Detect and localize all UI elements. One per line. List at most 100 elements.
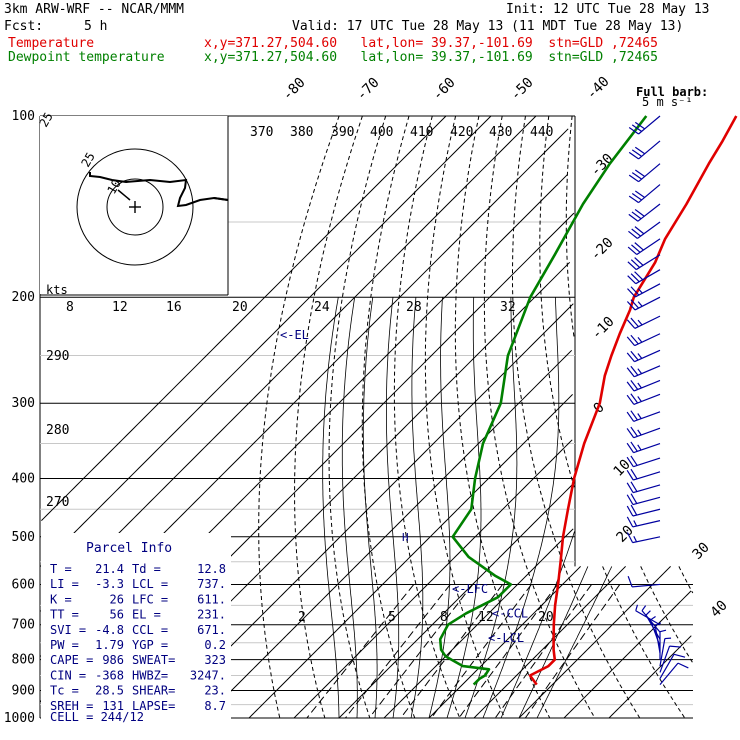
parcel-param-value: -4.8 bbox=[95, 623, 124, 637]
moist-adiabat bbox=[410, 297, 424, 719]
dry-adiabat bbox=[361, 115, 416, 719]
dry-adiabat bbox=[678, 566, 694, 594]
sounding-curves bbox=[438, 115, 738, 686]
wind-barb bbox=[626, 468, 661, 481]
theta-label-270: 270 bbox=[46, 495, 69, 510]
parcel-param-label: LI = bbox=[50, 577, 79, 591]
parcel-param-value: 28.5 bbox=[95, 684, 124, 698]
parcel-param-label: YGP = bbox=[132, 638, 168, 652]
hodograph-background bbox=[40, 116, 228, 294]
theta-e-label-390: 390 bbox=[331, 125, 354, 140]
parcel-param-value: 3247. bbox=[190, 668, 226, 682]
mixing-ratio-label-8: 8 bbox=[440, 610, 448, 625]
moist-adiabat bbox=[482, 297, 560, 719]
full-barb-label: Full barb: bbox=[636, 85, 708, 99]
wind-barb bbox=[659, 629, 667, 660]
isotherm bbox=[41, 115, 447, 521]
parcel-param-value: 0.2 bbox=[204, 638, 226, 652]
wind-barb bbox=[659, 662, 689, 685]
wind-barb bbox=[626, 379, 661, 392]
parcel-param-label: CIN = bbox=[50, 668, 86, 682]
parcel-param-value: 21.4 bbox=[95, 562, 124, 576]
parcel-info-panel: Parcel Info T = 21.4 Td = 12.8 LI = -3.3 LCL = 7… bbox=[41, 533, 231, 724]
wind-barb bbox=[626, 349, 661, 363]
parcel-param-label: HWBZ= bbox=[132, 668, 168, 682]
theta-e-label-420: 420 bbox=[450, 125, 473, 140]
dry-adiabat bbox=[328, 115, 387, 719]
wind-scale-label-12: 12 bbox=[112, 300, 128, 315]
parcel-param-value: 737. bbox=[197, 577, 226, 591]
temperature-curve bbox=[528, 115, 738, 686]
wind-barb bbox=[628, 221, 661, 239]
theta-label-280: 280 bbox=[46, 423, 69, 438]
wind-barb bbox=[659, 637, 672, 667]
wind-barb bbox=[628, 163, 661, 183]
wind-barb bbox=[659, 645, 681, 673]
wind-barb bbox=[654, 622, 662, 654]
wind-scale-label-24: 24 bbox=[314, 300, 330, 315]
wind-barb bbox=[627, 269, 661, 285]
wind-barb bbox=[627, 283, 661, 298]
isotherm-label--80: -80 bbox=[280, 75, 309, 104]
isotherm-label-40: 40 bbox=[708, 598, 731, 621]
dry-adiabat bbox=[424, 115, 506, 719]
dewpoint-location: x,y=371.27,504.60 lat,lon= 39.37,-101.69… bbox=[204, 50, 658, 65]
parcel-param-label: T = bbox=[50, 562, 72, 576]
dry-adiabats bbox=[258, 115, 694, 719]
dry-adiabat bbox=[393, 115, 461, 719]
wind-barb bbox=[626, 333, 661, 347]
parcel-info-title: Parcel Info bbox=[86, 541, 172, 556]
mixing-ratio-line bbox=[524, 584, 621, 719]
isotherm-label--50: -50 bbox=[508, 75, 537, 104]
pressure-tick-1000: 1000 bbox=[4, 711, 35, 726]
parcel-param-value: 26 bbox=[110, 592, 124, 606]
wind-scale-label-32: 32 bbox=[500, 300, 516, 315]
theta-e-label-440: 440 bbox=[530, 125, 553, 140]
chart-text: <-EL <-LFC <-CCL <-LCL H Full barb:5 m s⁻¹ Par… bbox=[41, 85, 708, 724]
parcel-param-label: Td = bbox=[132, 562, 161, 576]
parcel-param-value: 323 bbox=[204, 653, 226, 667]
mixing-ratio-label-5: 5 bbox=[388, 610, 396, 625]
hodograph-ring-label: 10 bbox=[104, 177, 123, 197]
hodograph-ring-inner bbox=[106, 178, 164, 236]
theta-e-label-370: 370 bbox=[250, 125, 273, 140]
pressure-tick-100: 100 bbox=[12, 109, 35, 124]
parcel-param-label: SVI = bbox=[50, 623, 86, 637]
wind-scale-label-8: 8 bbox=[66, 300, 74, 315]
parcel-param-value: 671. bbox=[197, 623, 226, 637]
dewpoint-curve bbox=[438, 115, 648, 686]
mixing-ratio-label-20: 20 bbox=[538, 610, 554, 625]
hodograph: 25 25 10 kts bbox=[36, 110, 229, 297]
annotation-h: H bbox=[402, 531, 409, 544]
isotherm bbox=[608, 635, 692, 719]
wind-barb bbox=[626, 426, 661, 439]
moist-adiabat bbox=[362, 297, 378, 719]
wind-barb bbox=[626, 315, 661, 329]
annotation-lcl: <-LCL bbox=[488, 631, 524, 645]
forecast-hour: 5 h bbox=[84, 19, 108, 34]
parcel-param-label: SWEAT= bbox=[132, 653, 175, 667]
hodograph-trace bbox=[213, 197, 229, 201]
pressure-tick-200: 200 bbox=[12, 290, 35, 305]
pressure-tick-500: 500 bbox=[12, 530, 35, 545]
isotherm bbox=[293, 439, 573, 719]
parcel-param-label: PW = bbox=[50, 638, 79, 652]
pressure-tick-600: 600 bbox=[12, 577, 35, 592]
init-time: Init: 12 UTC Tue 28 May 13 bbox=[506, 2, 710, 17]
mixing-ratio-label-12: 12 bbox=[478, 610, 494, 625]
moist-adiabat bbox=[536, 566, 613, 719]
pressure-tick-800: 800 bbox=[12, 653, 35, 668]
pressure-tick-900: 900 bbox=[12, 683, 35, 698]
theta-e-label-380: 380 bbox=[290, 125, 313, 140]
model-title: 3km ARW-WRF -- NCAR/MMM bbox=[4, 2, 185, 17]
dry-adiabat bbox=[512, 115, 641, 719]
parcel-param-label: LAPSE= bbox=[132, 699, 175, 713]
theta-label-290: 290 bbox=[46, 349, 69, 364]
parcel-param-value: 1.79 bbox=[95, 638, 124, 652]
wind-barb bbox=[626, 441, 661, 454]
annotation-lfc: <-LFC bbox=[452, 582, 488, 596]
isotherm-label--70: -70 bbox=[354, 75, 383, 104]
parcel-param-value: 12.8 bbox=[197, 562, 226, 576]
isotherm bbox=[40, 115, 492, 567]
